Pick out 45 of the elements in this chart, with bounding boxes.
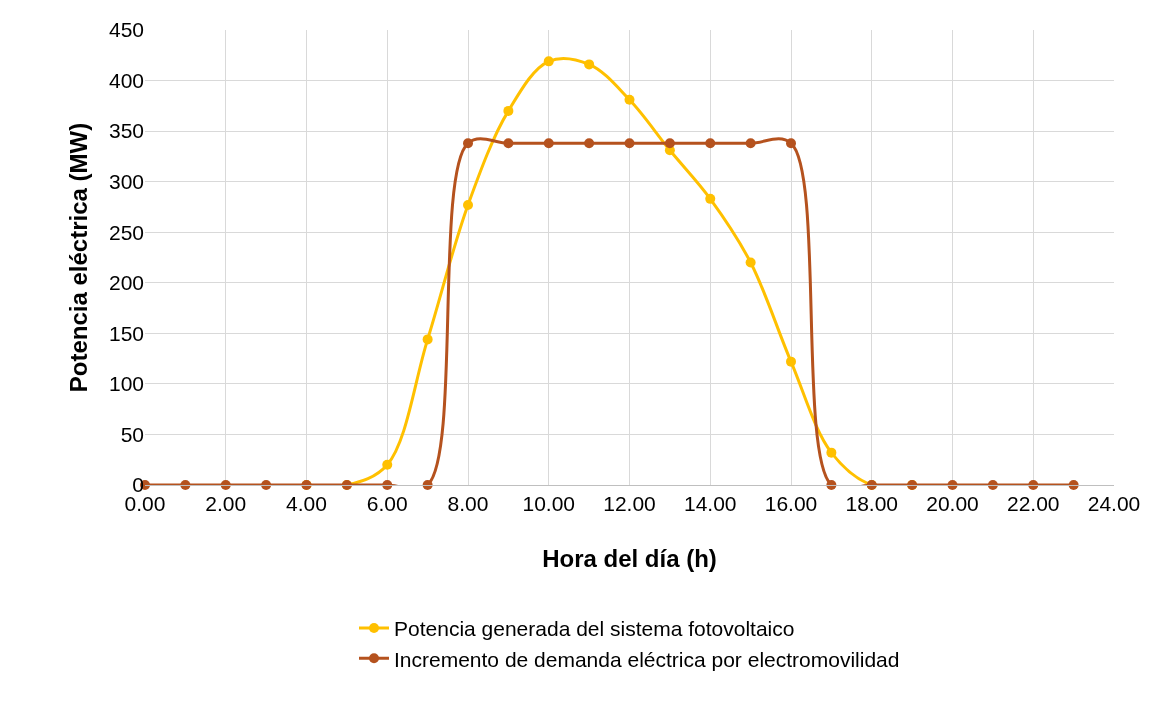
- y-tick-label: 150: [108, 321, 144, 345]
- point: [745, 138, 756, 149]
- point: [503, 138, 514, 149]
- x-tick-label: 16.00: [764, 492, 818, 516]
- point: [826, 447, 837, 458]
- x-tick-label: 8.00: [447, 492, 489, 516]
- point: [463, 199, 473, 210]
- point: [584, 59, 595, 70]
- legend-label: Potencia generada del sistema fotovoltaico: [394, 617, 795, 641]
- point: [422, 334, 433, 345]
- y-tick-label: 400: [108, 68, 144, 92]
- point: [705, 193, 716, 204]
- x-tick-label: 12.00: [603, 492, 656, 516]
- y-tick-label: 50: [120, 422, 144, 446]
- point: [664, 138, 675, 149]
- y-tick-label: 200: [108, 271, 144, 295]
- point: [584, 138, 595, 149]
- point: [745, 257, 756, 268]
- x-tick-label: 18.00: [845, 492, 899, 516]
- point: [624, 138, 635, 149]
- point: [382, 459, 393, 470]
- x-tick-label: 4.00: [286, 492, 327, 516]
- x-tick-label: 22.00: [1006, 492, 1060, 516]
- y-tick-label: 450: [108, 18, 144, 42]
- point: [463, 138, 473, 149]
- point: [786, 356, 796, 367]
- y-tick-label: 300: [108, 170, 144, 194]
- legend-label: Incremento de demanda eléctrica por electromovilidad: [394, 647, 900, 671]
- point: [543, 56, 554, 67]
- y-tick-label: 250: [108, 220, 144, 244]
- point: [705, 138, 716, 149]
- x-tick-label: 24.00: [1087, 492, 1141, 516]
- point: [786, 138, 796, 149]
- y-tick-label: 100: [108, 372, 144, 396]
- point: [624, 94, 635, 105]
- x-tick-label: 2.00: [205, 492, 247, 516]
- point: [503, 105, 514, 116]
- x-axis-title: Hora del día (h): [542, 545, 717, 572]
- x-tick-label: 14.00: [683, 492, 737, 516]
- y-tick-label: 350: [108, 119, 144, 143]
- x-tick-label: 20.00: [926, 492, 979, 516]
- x-tick-label: 10.00: [522, 492, 576, 516]
- y-axis-title: Potencia eléctrica (MW): [65, 122, 92, 393]
- x-tick-label: 6.00: [366, 492, 408, 516]
- point: [543, 138, 554, 149]
